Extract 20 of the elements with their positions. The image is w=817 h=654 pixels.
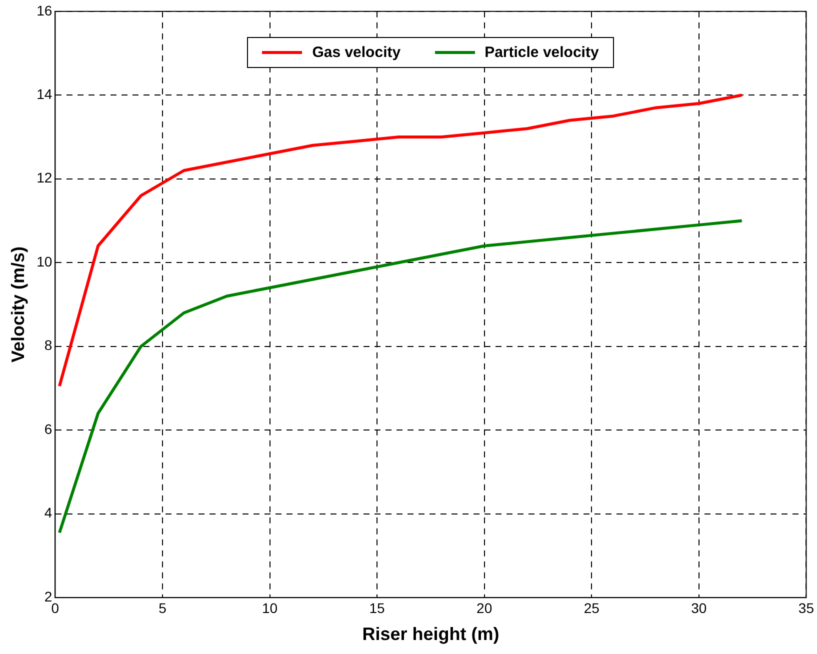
x-tick-label: 5 [158,600,167,616]
x-tick-label: 25 [584,600,600,616]
legend-label: Particle velocity [484,44,599,62]
x-tick-label: 10 [262,600,278,616]
y-tick-label: 8 [44,337,52,354]
x-tick-label: 20 [476,600,492,616]
x-tick-label: 30 [691,600,707,616]
y-tick-label: 16 [36,2,52,18]
y-tick-label: 12 [36,170,52,186]
y-tick-label: 10 [36,253,52,270]
x-tick-label: 15 [369,600,386,616]
x-tick-label: 35 [798,600,814,616]
y-tick-label: 4 [44,504,52,521]
y-tick-label: 2 [44,588,52,604]
x-tick-label: 0 [51,600,60,616]
x-axis-title: Riser height (m) [362,624,500,644]
y-tick-label: 14 [36,86,52,102]
legend-label: Gas velocity [312,44,401,62]
y-tick-label: 6 [44,420,52,437]
y-axis-title: Velocity (m/s) [8,246,28,363]
